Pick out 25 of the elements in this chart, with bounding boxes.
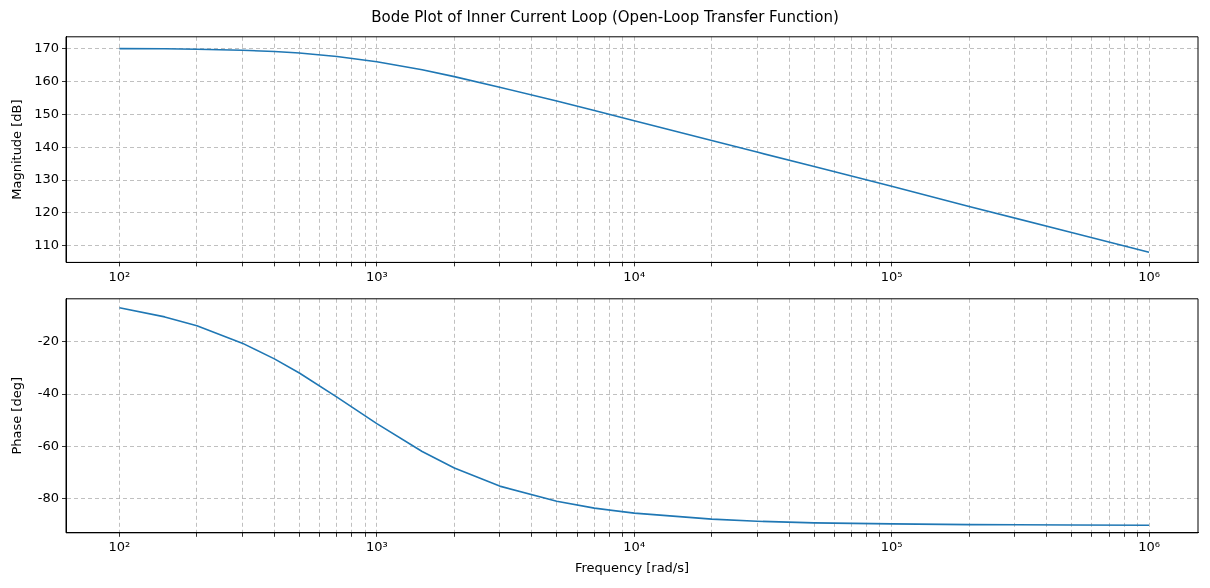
- x-tick-label: 10⁶: [1138, 538, 1160, 554]
- y-tick-label: 140: [34, 138, 59, 154]
- y-tick-label: 170: [34, 39, 59, 55]
- y-tick-label: 160: [34, 72, 59, 88]
- x-tick-label: 10⁶: [1138, 268, 1160, 284]
- x-axis-title: Frequency [rad/s]: [574, 559, 690, 575]
- y-tick-label: -20: [37, 332, 59, 348]
- y-axis-title: Phase [deg]: [9, 377, 25, 455]
- x-tick-label: 10³: [365, 538, 388, 554]
- x-tick-label: 10⁴: [623, 538, 646, 554]
- chart-title: Bode Plot of Inner Current Loop (Open-Loop Transfer Function): [370, 8, 840, 26]
- y-tick-label: 110: [34, 237, 59, 253]
- y-tick-label: 120: [34, 204, 59, 220]
- y-tick-label: -40: [37, 385, 59, 401]
- y-tick-label: 130: [34, 171, 59, 187]
- x-tick-label: 10⁴: [623, 268, 646, 284]
- y-tick-label: 150: [34, 105, 59, 121]
- x-tick-label: 10³: [365, 268, 388, 284]
- x-tick-label: 10⁵: [880, 538, 903, 554]
- y-tick-label: -60: [37, 437, 59, 453]
- y-tick-label: -80: [37, 490, 59, 506]
- x-tick-label: 10²: [108, 538, 131, 554]
- x-tick-label: 10⁵: [880, 268, 903, 284]
- x-tick-label: 10²: [108, 268, 131, 284]
- y-axis-title: Magnitude [dB]: [9, 99, 25, 200]
